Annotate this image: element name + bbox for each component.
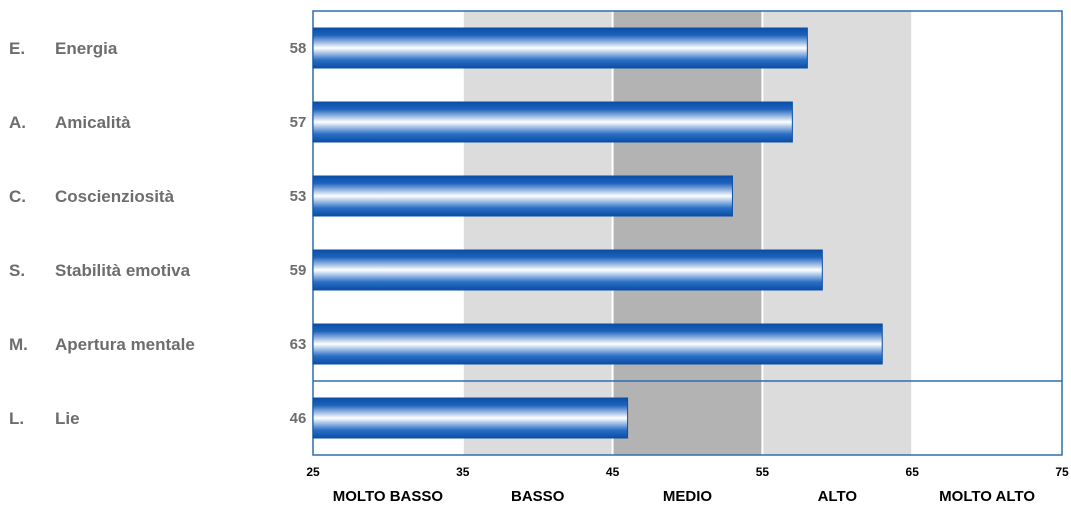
score-value-label: 46: [290, 410, 307, 427]
band-label: MOLTO BASSO: [333, 488, 444, 505]
band-label: MOLTO ALTO: [939, 488, 1035, 505]
plot-border: [312, 10, 1063, 456]
trait-code-label: M.: [9, 335, 28, 354]
score-value-label: 53: [290, 188, 307, 205]
score-value-label: 58: [290, 40, 307, 57]
row-labels: E. Energia 58 A. Amicalità 57 C. Coscienziosità…: [9, 39, 306, 428]
trait-code-label: L.: [9, 409, 24, 428]
band-0: [313, 11, 463, 455]
trait-name-label: Lie: [55, 409, 80, 428]
x-tick-label: 75: [1055, 465, 1069, 479]
trait-name-label: Coscienziosità: [55, 187, 175, 206]
score-value-label: 59: [290, 262, 307, 279]
trait-name-label: Apertura mentale: [55, 335, 195, 354]
trait-code-label: C.: [9, 187, 26, 206]
x-axis: 25 35 45 55 65 75 MOLTO BASSO BASSO MEDIO ALTO MOL…: [306, 465, 1069, 505]
trait-code-label: A.: [9, 113, 26, 132]
band-label: ALTO: [818, 488, 858, 505]
score-bands: [313, 11, 1062, 455]
bar-0: [312, 27, 808, 69]
bar-1: [312, 101, 793, 143]
band-label: MEDIO: [663, 488, 713, 505]
plot-frame: [312, 10, 1063, 456]
x-tick-label: 65: [906, 465, 920, 479]
band-4: [912, 11, 1062, 455]
x-tick-label: 25: [306, 465, 320, 479]
bar-4: [312, 323, 883, 365]
trait-code-label: S.: [9, 261, 25, 280]
band-label: BASSO: [511, 488, 565, 505]
bar-5: [312, 397, 629, 439]
x-tick-label: 45: [606, 465, 620, 479]
bars: [312, 27, 883, 439]
trait-name-label: Energia: [55, 39, 118, 58]
band-3: [762, 11, 913, 455]
score-value-label: 63: [290, 336, 307, 353]
trait-name-label: Stabilità emotiva: [55, 261, 191, 280]
x-tick-label: 35: [456, 465, 470, 479]
band-2: [612, 11, 763, 455]
x-tick-label: 55: [756, 465, 770, 479]
trait-name-label: Amicalità: [55, 113, 131, 132]
trait-code-label: E.: [9, 39, 25, 58]
bar-3: [312, 249, 823, 291]
band-1: [462, 11, 613, 455]
score-value-label: 57: [290, 114, 307, 131]
bar-2: [312, 175, 733, 217]
